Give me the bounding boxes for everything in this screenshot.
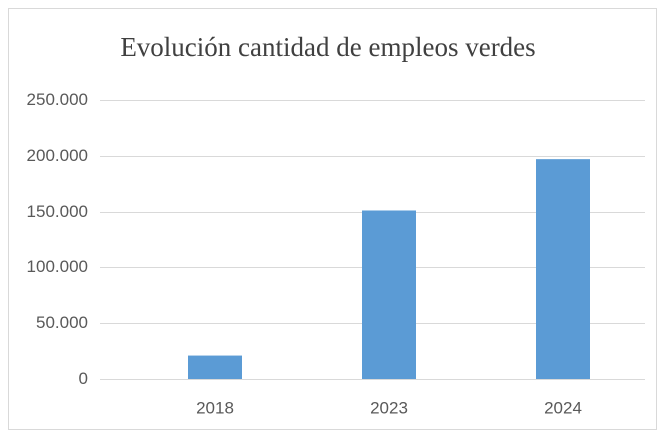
bar [536, 159, 590, 379]
y-tick-label: 250.000 [27, 90, 88, 109]
bar [362, 210, 416, 379]
y-tick-label: 0 [79, 369, 88, 388]
bar [188, 355, 242, 379]
y-tick-label: 50.000 [36, 313, 88, 332]
x-tick-label: 2018 [196, 398, 234, 417]
y-tick-label: 200.000 [27, 146, 88, 165]
x-tick-label: 2023 [370, 398, 408, 417]
chart-title: Evolución cantidad de empleos verdes [120, 32, 535, 62]
y-tick-label: 100.000 [27, 257, 88, 276]
y-tick-label: 150.000 [27, 202, 88, 221]
x-tick-label: 2024 [544, 398, 582, 417]
